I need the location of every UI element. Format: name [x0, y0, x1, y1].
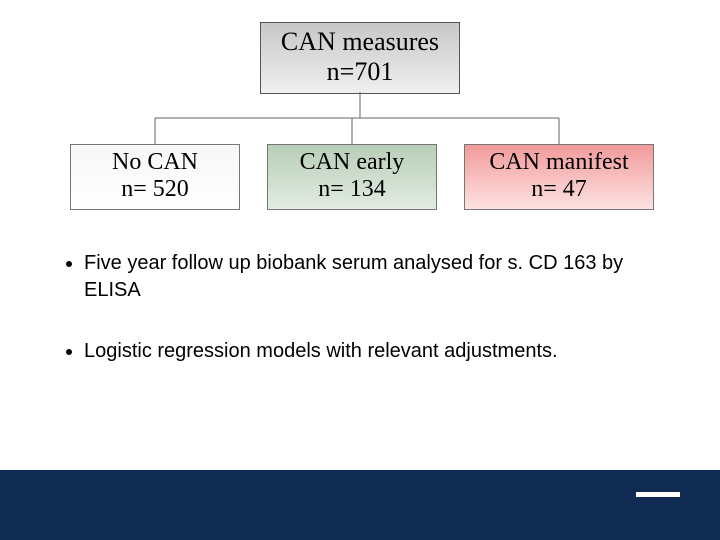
- child-node-2-title: CAN manifest: [473, 149, 645, 176]
- child-node-0-title: No CAN: [79, 149, 231, 176]
- bullet-item: Logistic regression models with relevant…: [84, 338, 660, 365]
- child-node-2-sub: n= 47: [473, 176, 645, 203]
- child-node-1: CAN early n= 134: [267, 144, 437, 210]
- top-node: CAN measures n=701: [260, 22, 460, 94]
- top-node-title: CAN measures: [269, 27, 451, 57]
- bullet-list: Five year follow up biobank serum analys…: [60, 250, 660, 399]
- connector-lines: [70, 92, 650, 147]
- bullet-item: Five year follow up biobank serum analys…: [84, 250, 660, 304]
- top-node-sub: n=701: [269, 57, 451, 87]
- flow-diagram: CAN measures n=701 No CAN n= 520 CAN ear…: [70, 22, 650, 212]
- footer-accent: [636, 492, 680, 497]
- child-node-0: No CAN n= 520: [70, 144, 240, 210]
- child-node-1-title: CAN early: [276, 149, 428, 176]
- child-node-1-sub: n= 134: [276, 176, 428, 203]
- child-node-0-sub: n= 520: [79, 176, 231, 203]
- child-node-2: CAN manifest n= 47: [464, 144, 654, 210]
- footer-bar: [0, 470, 720, 540]
